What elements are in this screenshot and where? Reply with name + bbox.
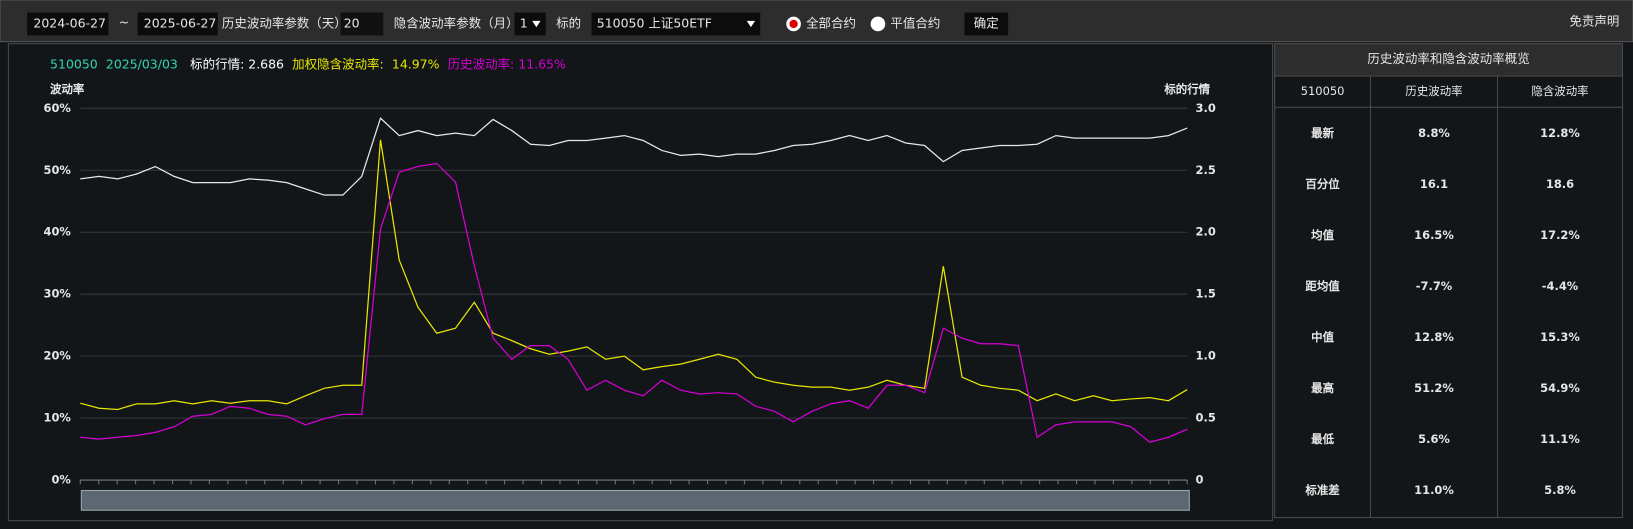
row-label: 百分位 [1305,177,1340,191]
date-input[interactable] [137,12,218,36]
disclaimer-link[interactable]: 免责声明 [1569,13,1619,28]
y2-tick-label: 0 [1196,473,1204,487]
label: 历史波动率参数（天） [222,15,347,30]
y2-tick-label: 2.0 [1196,225,1216,239]
y-tick-label: 0% [51,473,71,487]
select[interactable] [591,12,761,36]
y-axis-title: 波动率 [50,82,85,96]
hv-param: 20 [344,15,360,30]
dropdown-arrow [746,20,756,28]
series-line [80,162,1188,443]
table-value: 12.8% [1414,330,1454,344]
number-input[interactable] [340,12,384,36]
y-tick-label: 30% [44,287,72,301]
range-slider[interactable] [80,489,1190,511]
underlying: 510050 上证50ETF [597,15,712,30]
y-tick-label: 60% [44,101,72,115]
price-label: 标的行情: [190,56,244,71]
table-value: 11.0% [1414,483,1454,497]
y-tick-label: 10% [44,411,72,425]
date-input[interactable] [27,12,109,36]
row-label: 最高 [1311,381,1334,395]
summary-panel [1274,43,1624,519]
toolbar [0,0,1633,43]
table-value: 51.2% [1414,381,1454,395]
radio-label: 平值合约 [890,15,940,30]
y2-tick-label: 3.0 [1196,101,1216,115]
table-value: -7.7% [1416,279,1453,293]
y2-tick-label: 1.0 [1196,349,1216,363]
y2-axis-title: 标的行情 [1163,82,1210,96]
chart-panel [7,43,1274,522]
table-value: 15.3% [1540,330,1580,344]
column-header: 510050 [1301,84,1345,98]
y2-tick-label: 2.5 [1196,163,1216,177]
date: 2025/03/03 [106,56,178,71]
y2-tick-label: 0.5 [1196,411,1216,425]
row-label: 距均值 [1305,279,1340,293]
y-tick-label: 50% [44,163,72,177]
radio-label: 全部合约 [806,15,856,30]
hv-label: 历史波动率: [448,56,515,71]
table-value: 11.1% [1540,432,1580,446]
table-value: 17.2% [1540,228,1580,242]
row-label: 标准差 [1304,483,1339,497]
table-value: -4.4% [1542,279,1579,293]
series-line [80,139,1188,411]
label: 隐含波动率参数（月） [394,15,519,30]
separator: ~ [119,14,129,29]
table-value: 18.6 [1546,177,1574,191]
row-label: 中值 [1311,330,1334,344]
confirm-button[interactable] [964,12,1009,36]
row-label: 最低 [1311,432,1334,446]
iv: 14.97% [392,56,440,71]
price: 2.686 [248,56,284,71]
dropdown-arrow [532,20,541,28]
column-header: 隐含波动率 [1531,84,1588,98]
start-date: 2024-06-27 [33,15,106,30]
summary-title: 历史波动率和隐含波动率概览 [1367,51,1529,66]
table-header-row [1274,75,1624,108]
table-value: 5.6% [1418,432,1450,446]
radio[interactable] [870,16,886,32]
end-date: 2025-06-27 [144,15,217,30]
series-line [80,117,1188,196]
button-label: 确定 [974,15,999,30]
table-value: 16.5% [1414,228,1454,242]
y-tick-label: 40% [44,225,72,239]
table-value: 16.1 [1420,177,1448,191]
table-value: 12.8% [1540,126,1580,140]
table-value: 54.9% [1540,381,1580,395]
y2-tick-label: 1.5 [1196,287,1216,301]
iv-param: 1 [520,15,528,30]
table-value: 8.8% [1418,126,1450,140]
row-label: 最新 [1311,126,1334,140]
plot: 0% 10% 20% 30% 40% 50% 60% 0 0.5 1.0 1.5 2.0 2.5 3.0 [44,101,1216,487]
tooltip: 510050 2025/03/03 标的行情: 2.686 加权隐含波动率: 1… [50,56,566,71]
select[interactable] [514,12,546,36]
y-tick-label: 20% [44,349,72,363]
hv: 11.65% [518,56,566,71]
column-header: 历史波动率 [1405,84,1462,98]
label: 标的 [556,15,581,30]
iv-label: 加权隐含波动率: [292,56,384,71]
row-label: 均值 [1311,228,1334,242]
table-value: 5.8% [1544,483,1576,497]
code: 510050 [50,56,98,71]
radio-dot [789,19,798,29]
